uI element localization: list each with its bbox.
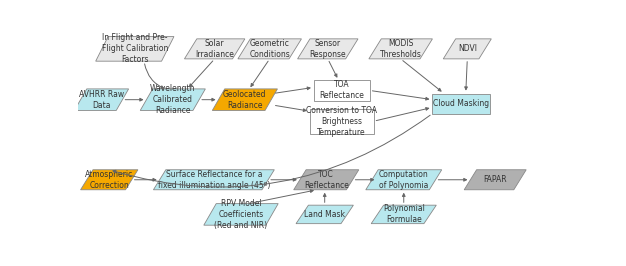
Polygon shape [366, 170, 442, 190]
Polygon shape [296, 205, 353, 224]
Text: Cloud Masking: Cloud Masking [433, 99, 489, 108]
Bar [433, 94, 490, 114]
Polygon shape [212, 89, 277, 110]
Text: AVHRR Raw
Data: AVHRR Raw Data [79, 90, 124, 110]
Bar [310, 109, 374, 134]
Polygon shape [238, 39, 302, 59]
Text: Wavelength
Calibrated
Radiance: Wavelength Calibrated Radiance [150, 84, 195, 115]
Polygon shape [140, 89, 205, 110]
Polygon shape [464, 170, 526, 190]
Text: Sensor
Response: Sensor Response [309, 39, 346, 59]
Text: MODIS
Thresholds: MODIS Thresholds [380, 39, 421, 59]
Text: Land Mask: Land Mask [304, 210, 345, 219]
Polygon shape [204, 204, 278, 225]
Polygon shape [74, 89, 128, 110]
Polygon shape [81, 170, 138, 190]
Text: In Flight and Pre-
Flight Calibration
Factors: In Flight and Pre- Flight Calibration Fa… [101, 33, 168, 64]
Text: Computation
of Polynomia: Computation of Polynomia [379, 170, 429, 190]
Polygon shape [443, 39, 491, 59]
Text: Conversion to TOA
Brightness
Temperature: Conversion to TOA Brightness Temperature [306, 106, 377, 137]
Polygon shape [371, 205, 436, 224]
Polygon shape [185, 39, 245, 59]
Text: FAPAR: FAPAR [483, 175, 507, 184]
Text: RPV Model
Coefficients
(Red and NIR): RPV Model Coefficients (Red and NIR) [215, 199, 267, 230]
Text: Atmospheric
Correction: Atmospheric Correction [85, 170, 133, 190]
Text: TOC
Reflectance: TOC Reflectance [304, 170, 349, 190]
Text: Geolocated
Radiance: Geolocated Radiance [223, 90, 267, 110]
Polygon shape [96, 36, 174, 61]
Text: NDVI: NDVI [458, 44, 477, 53]
Polygon shape [369, 39, 433, 59]
Text: Solar
Irradiance: Solar Irradiance [195, 39, 234, 59]
Bar [314, 80, 369, 101]
Polygon shape [297, 39, 358, 59]
Polygon shape [294, 170, 359, 190]
Text: Polynomial
Formulae: Polynomial Formulae [383, 204, 424, 225]
Text: Surface Reflectance for a
fixed illumination angle (45º): Surface Reflectance for a fixed illumina… [158, 170, 270, 190]
Text: TOA
Reflectance: TOA Reflectance [319, 80, 364, 101]
Text: Geometric
Conditions: Geometric Conditions [249, 39, 290, 59]
Polygon shape [153, 170, 274, 190]
